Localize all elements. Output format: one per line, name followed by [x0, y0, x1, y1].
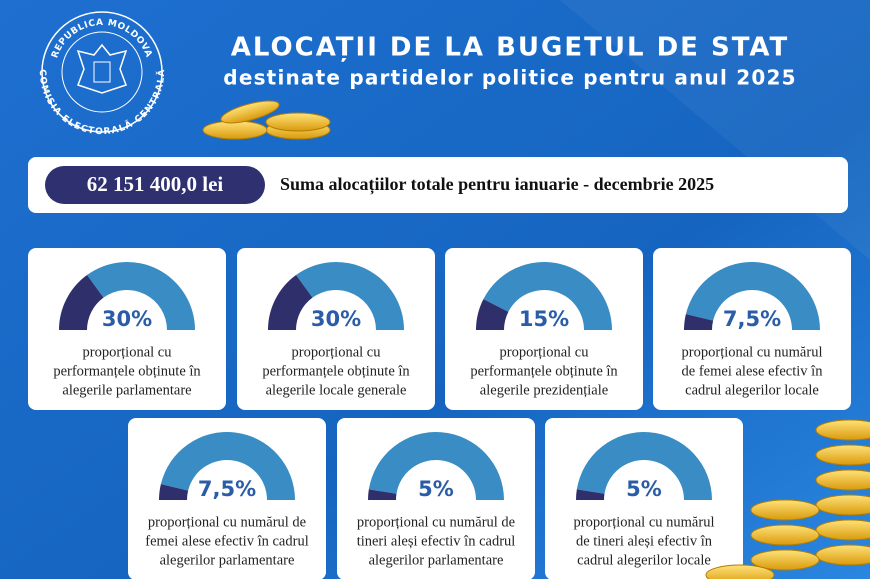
gauge-value: [59, 274, 104, 330]
gauge-track: [160, 431, 295, 500]
card-text: alegerilor parlamentare: [160, 552, 295, 568]
card-text: proporțional cu numărul: [574, 514, 715, 530]
gauge-track: [296, 262, 404, 330]
card-text: performanțele obținute în: [262, 363, 410, 379]
card-text: performanțele obținute în: [53, 363, 201, 379]
gauge-value: [368, 489, 397, 500]
card-text: performanțele obținute în: [470, 363, 618, 379]
card-text: alegerile prezidențiale: [480, 382, 608, 398]
gauge-value: [476, 299, 509, 330]
card-text: cadrul alegerilor locale: [685, 382, 819, 398]
gauge-value: [159, 484, 189, 500]
card-text: proporțional cu numărul de: [357, 514, 515, 530]
title: ALOCAȚII DE LA BUGETUL DE STAT: [231, 33, 790, 63]
gauge-label: 30%: [311, 307, 361, 331]
card-text: alegerilor parlamentare: [369, 552, 504, 568]
gauge-value: [576, 489, 605, 500]
gauge-track: [483, 262, 612, 330]
total-pill: [45, 166, 265, 204]
gauge-track: [685, 261, 820, 330]
gauge-value: [684, 314, 714, 330]
card-text: proporțional cu: [500, 344, 589, 360]
gauge-track: [368, 432, 504, 500]
gauge-label: 7,5%: [723, 307, 781, 331]
subtitle: destinate partidelor politice pentru anu…: [223, 66, 796, 90]
card-text: proporțional cu numărul: [682, 344, 823, 360]
gauge-label: 30%: [102, 307, 152, 331]
card-text: alegerile locale generale: [266, 382, 407, 398]
card-text: cadrul alegerilor locale: [577, 552, 711, 568]
gauge-value: [268, 274, 313, 330]
gauge-track: [576, 432, 712, 500]
card-text: alegerile parlamentare: [62, 382, 191, 398]
gauge-label: 15%: [519, 307, 569, 331]
total-label: Suma alocațiilor totale pentru ianuarie …: [280, 174, 714, 195]
coins: [202, 100, 331, 140]
card-text: proporțional cu numărul de: [148, 514, 306, 530]
gauge-track: [87, 262, 195, 330]
card-text: de tineri aleși efectiv în: [576, 533, 713, 549]
gauge-label: 7,5%: [198, 477, 256, 501]
gauge-label: 5%: [626, 477, 662, 501]
card-text: femei alese efectiv în cadrul: [145, 533, 308, 549]
gauge-label: 5%: [418, 477, 454, 501]
card-text: proporțional cu: [292, 344, 381, 360]
total-amount: 62 151 400,0 lei: [87, 172, 224, 196]
card-text: de femei alese efectiv în: [682, 363, 824, 379]
card-text: proporțional cu: [83, 344, 172, 360]
coins: [705, 419, 870, 579]
card-text: tineri aleși efectiv în cadrul: [357, 533, 516, 549]
